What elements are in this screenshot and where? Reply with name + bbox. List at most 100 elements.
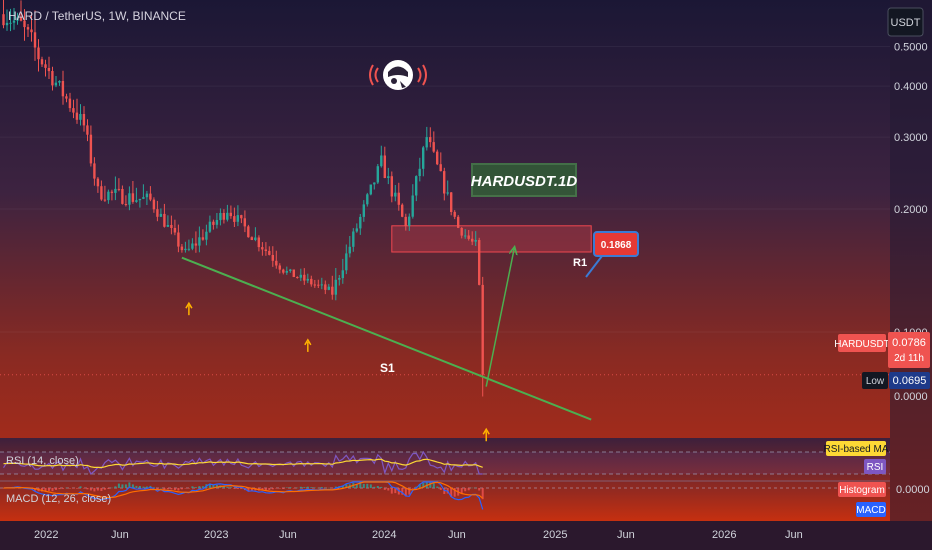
candle: [348, 236, 351, 258]
histogram-bar: [327, 487, 330, 489]
projection-arrow[interactable]: [485, 249, 514, 387]
histogram-bar: [107, 488, 110, 489]
candle: [156, 200, 159, 222]
candle: [152, 197, 156, 213]
histogram-bar: [264, 488, 267, 491]
histogram-bar: [163, 488, 166, 490]
candle: [282, 268, 285, 275]
candle: [86, 119, 89, 142]
macd-label[interactable]: MACD (12, 26, close): [6, 493, 111, 505]
symbol-header[interactable]: HARD / TetherUS, 1W, BINANCE: [8, 9, 186, 23]
candle: [222, 209, 225, 224]
candle: [23, 9, 26, 41]
histogram-bar: [296, 487, 299, 489]
histogram-bar: [72, 488, 75, 489]
last-price-badge[interactable]: 0.0786 2d 11h: [888, 332, 930, 368]
candle: [191, 238, 194, 251]
histogram-bar: [292, 488, 295, 489]
histogram-bar: [408, 488, 411, 495]
candle: [26, 24, 30, 37]
resistance-zone[interactable]: [391, 225, 592, 253]
indicator-background: [0, 438, 890, 521]
candle: [40, 56, 44, 67]
histogram-bar: [261, 488, 264, 490]
histogram-bar: [474, 487, 477, 489]
macd-badge[interactable]: MACD: [856, 502, 886, 517]
time-tick: 2026: [712, 529, 736, 541]
title-box-text: HARDUSDT.1D: [471, 173, 578, 190]
histogram-bar: [439, 488, 442, 490]
candle: [387, 167, 390, 185]
rsi-ma-line: [3, 458, 483, 469]
candle: [128, 186, 131, 211]
candle: [278, 263, 281, 274]
histogram-bar: [233, 488, 236, 489]
candle: [450, 192, 453, 216]
candle: [436, 149, 439, 166]
candle: [159, 208, 163, 217]
histogram-badge[interactable]: Histogram: [838, 482, 886, 497]
histogram-bar: [159, 487, 162, 489]
title-box[interactable]: HARDUSDT.1D: [471, 163, 578, 197]
candle: [184, 241, 187, 253]
candle: [107, 189, 110, 204]
rsi-pane: [0, 450, 890, 475]
support-trendline[interactable]: [181, 256, 592, 421]
candle: [341, 258, 344, 284]
candle: [243, 210, 246, 233]
histogram-bar: [390, 488, 393, 494]
support-markers: [185, 301, 490, 442]
histogram-bar: [121, 484, 124, 488]
symbol-badge[interactable]: HARDUSDT: [834, 334, 890, 352]
time-tick: 2025: [543, 529, 567, 541]
candle: [240, 214, 243, 224]
histogram-bar: [41, 488, 43, 492]
candle: [44, 59, 47, 77]
histogram-bar: [453, 488, 456, 497]
candle: [299, 268, 302, 282]
s1-label: S1: [380, 361, 395, 375]
candle: [289, 268, 292, 273]
histogram-bar: [303, 487, 306, 488]
candle: [317, 279, 320, 288]
time-tick: Jun: [448, 529, 466, 541]
histogram-bar: [355, 483, 358, 488]
candle: [16, 12, 19, 25]
currency-button[interactable]: USDT: [887, 7, 924, 37]
histogram-bar: [51, 488, 54, 492]
macd-zero-tick: 0.0000: [896, 484, 930, 496]
candle: [390, 171, 393, 203]
rsi-label[interactable]: RSI (14, close): [6, 455, 79, 467]
candle: [12, 8, 16, 30]
rsi-badge[interactable]: RSI: [864, 459, 886, 474]
candle: [233, 207, 236, 227]
r1-callout[interactable]: 0.1868: [585, 231, 639, 278]
candle: [205, 224, 208, 246]
candle: [19, 0, 23, 22]
time-axis[interactable]: 2022 Jun 2023 Jun 2024 Jun 2025 Jun 2026…: [34, 529, 803, 541]
histogram-bar: [76, 488, 78, 489]
time-axis-background: [0, 521, 932, 550]
histogram-bar: [2, 488, 5, 489]
price-tick: 0.4000: [894, 81, 928, 93]
histogram-bar: [131, 484, 134, 488]
candle: [33, 10, 37, 61]
histogram-bar: [135, 485, 138, 488]
histogram-bar: [187, 488, 190, 489]
candle: [247, 224, 250, 238]
histogram-bar: [345, 484, 348, 488]
histogram-bar: [369, 484, 372, 488]
histogram-bar: [128, 482, 131, 488]
svg-text:USDT: USDT: [891, 17, 921, 29]
candle: [5, 9, 9, 31]
histogram-bar: [404, 488, 407, 497]
histogram-bar: [278, 488, 281, 489]
histogram-bar: [62, 488, 64, 489]
candle: [58, 80, 61, 86]
low-badge[interactable]: Low 0.0695: [862, 372, 930, 389]
candle: [65, 93, 68, 103]
candle: [376, 164, 379, 184]
rsi-ma-badge[interactable]: RSI-based MA: [823, 441, 889, 456]
histogram-bar: [86, 488, 89, 490]
